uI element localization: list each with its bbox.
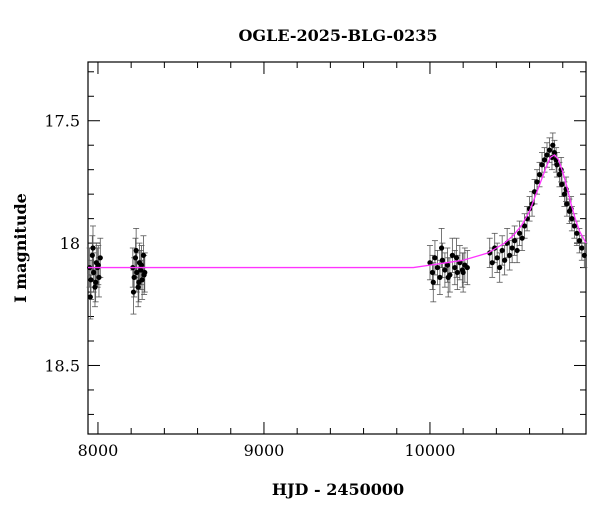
data-point [509,245,515,251]
data-point [581,252,587,258]
data-point [95,262,101,268]
data-point [89,252,95,258]
axis-tick-labels: 8000 9000 10000 17.5 18 18.5 [44,112,455,460]
x-axis-label: HJD - 2450000 [272,480,404,499]
data-point [445,274,451,280]
data-point [541,157,548,163]
data-point [87,294,93,300]
data-point [502,257,508,263]
data-point [434,264,441,271]
data-point [138,262,145,268]
data-points [87,142,587,300]
x-tick-label: 8000 [78,441,119,460]
y-tick-label: 18 [60,234,80,253]
data-point [460,269,466,276]
data-point [131,274,137,280]
data-point [136,279,142,285]
data-point [499,247,505,254]
data-point [138,267,144,273]
data-point [571,223,577,229]
data-point [449,252,455,258]
chart-title: OGLE-2025-BLG-0235 [238,26,437,45]
error-bars [86,132,588,320]
x-tick-label: 9000 [244,441,285,460]
data-point [546,147,553,153]
data-point [517,230,523,236]
y-tick-label: 17.5 [44,112,80,131]
data-point [569,216,575,222]
data-point [96,274,102,280]
data-point [135,284,141,290]
x-tick-label: 10000 [405,441,456,460]
data-point [534,179,540,185]
data-point [539,162,545,168]
data-point [519,235,525,241]
data-point [97,255,103,261]
data-point [559,181,565,187]
data-point [564,201,570,207]
data-point [130,289,137,295]
data-point [453,255,460,261]
data-point [494,255,500,261]
data-point [574,230,580,236]
data-point [429,269,436,276]
data-point [132,255,139,261]
data-point [561,191,568,197]
data-point [521,223,528,229]
data-point [439,257,446,263]
data-point [454,269,460,276]
data-point [93,279,99,285]
data-point [92,284,98,290]
data-point [536,171,543,178]
model-curve [88,154,587,269]
data-point [512,238,518,244]
data-point [90,245,96,251]
data-point [91,269,97,276]
data-point [432,255,438,261]
data-point [497,264,503,271]
data-point [489,260,495,266]
data-point [452,264,458,271]
data-point [550,142,556,148]
data-point [507,252,513,258]
data-point [551,149,558,156]
data-point [554,162,560,168]
y-tick-label: 18.5 [44,356,80,375]
y-axis-label: I magnitude [11,193,30,303]
data-point [464,264,470,271]
data-point [442,267,448,273]
data-point [556,171,563,178]
data-point [134,269,140,276]
data-point [444,262,450,268]
data-point [141,272,147,278]
data-point [544,152,550,158]
data-point [514,247,520,254]
data-point [438,245,445,251]
data-point [430,279,436,285]
data-point [88,277,94,283]
data-point [140,252,147,258]
data-point [579,245,585,251]
data-point [427,260,433,266]
data-point [133,247,139,254]
data-point [576,238,582,244]
data-point [437,274,443,280]
